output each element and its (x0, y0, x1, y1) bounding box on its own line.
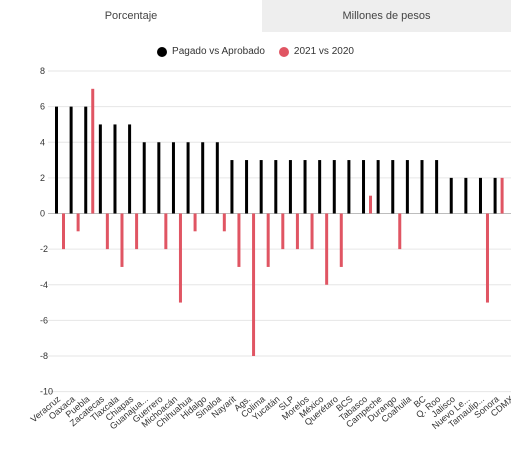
bar-2021-vs-2020[interactable] (310, 213, 314, 250)
bar-2021-vs-2020[interactable] (91, 88, 95, 214)
y-tick-label: 4 (40, 137, 45, 147)
bar-2021-vs-2020[interactable] (135, 213, 139, 250)
bar-pagado-vs-aprobado[interactable] (347, 160, 351, 214)
bar-pagado-vs-aprobado[interactable] (171, 142, 175, 214)
bar-2021-vs-2020[interactable] (252, 213, 256, 357)
y-tick-label: -4 (40, 280, 48, 290)
bar-2021-vs-2020[interactable] (339, 213, 343, 267)
bar-pagado-vs-aprobado[interactable] (113, 124, 117, 214)
legend-item-series-2[interactable]: 2021 vs 2020 (278, 46, 354, 57)
bar-2021-vs-2020[interactable] (369, 195, 373, 214)
tab-porcentaje[interactable]: Porcentaje (0, 0, 262, 32)
bar-2021-vs-2020[interactable] (222, 213, 226, 232)
bar-pagado-vs-aprobado[interactable] (303, 160, 307, 214)
bar-2021-vs-2020[interactable] (398, 213, 402, 250)
y-tick-label: -6 (40, 315, 48, 325)
bar-2021-vs-2020[interactable] (105, 213, 109, 250)
bar-pagado-vs-aprobado[interactable] (478, 177, 482, 214)
bar-2021-vs-2020[interactable] (237, 213, 241, 267)
bar-pagado-vs-aprobado[interactable] (493, 177, 497, 214)
bar-pagado-vs-aprobado[interactable] (259, 160, 263, 214)
legend-item-series-1[interactable]: Pagado vs Aprobado (157, 46, 265, 57)
y-tick-label: -10 (40, 387, 53, 397)
bar-2021-vs-2020[interactable] (76, 213, 80, 232)
y-tick-label: -8 (40, 351, 48, 361)
bar-2021-vs-2020[interactable] (266, 213, 270, 267)
bar-2021-vs-2020[interactable] (164, 213, 168, 250)
bar-2021-vs-2020[interactable] (485, 213, 489, 303)
bar-pagado-vs-aprobado[interactable] (420, 160, 424, 214)
bar-pagado-vs-aprobado[interactable] (405, 160, 409, 214)
bar-pagado-vs-aprobado[interactable] (318, 160, 322, 214)
bar-pagado-vs-aprobado[interactable] (157, 142, 161, 214)
y-tick-label: 6 (40, 102, 45, 112)
bar-pagado-vs-aprobado[interactable] (332, 160, 336, 214)
bar-pagado-vs-aprobado[interactable] (449, 177, 453, 214)
bar-2021-vs-2020[interactable] (178, 213, 182, 303)
bar-pagado-vs-aprobado[interactable] (98, 124, 102, 214)
bar-2021-vs-2020[interactable] (62, 213, 65, 250)
bar-pagado-vs-aprobado[interactable] (464, 177, 468, 214)
y-tick-label: 2 (40, 173, 45, 183)
bar-pagado-vs-aprobado[interactable] (391, 160, 395, 214)
bar-2021-vs-2020[interactable] (295, 213, 299, 250)
legend-label-series-2: 2021 vs 2020 (293, 46, 354, 57)
bar-pagado-vs-aprobado[interactable] (230, 160, 234, 214)
legend-dot-series-1 (157, 46, 168, 57)
bar-2021-vs-2020[interactable] (120, 213, 124, 267)
bar-2021-vs-2020[interactable] (193, 213, 197, 232)
bar-pagado-vs-aprobado[interactable] (186, 142, 190, 214)
legend-dot-series-2 (278, 46, 289, 57)
bar-2021-vs-2020[interactable] (500, 177, 504, 214)
bar-2021-vs-2020[interactable] (325, 213, 329, 285)
y-tick-label: 0 (40, 209, 45, 219)
bar-pagado-vs-aprobado[interactable] (288, 160, 292, 214)
bar-pagado-vs-aprobado[interactable] (55, 106, 58, 214)
tab-millones-de-pesos[interactable]: Millones de pesos (262, 0, 511, 32)
tab-bar: Porcentaje Millones de pesos (0, 0, 511, 32)
legend-label-series-1: Pagado vs Aprobado (172, 46, 265, 57)
bar-pagado-vs-aprobado[interactable] (128, 124, 132, 214)
bar-pagado-vs-aprobado[interactable] (274, 160, 278, 214)
bar-pagado-vs-aprobado[interactable] (215, 142, 219, 214)
y-tick-label: -2 (40, 244, 48, 254)
bar-pagado-vs-aprobado[interactable] (201, 142, 205, 214)
bar-pagado-vs-aprobado[interactable] (376, 160, 380, 214)
y-tick-label: 8 (40, 66, 45, 76)
bar-2021-vs-2020[interactable] (281, 213, 285, 250)
bar-pagado-vs-aprobado[interactable] (362, 160, 366, 214)
bar-pagado-vs-aprobado[interactable] (84, 106, 88, 214)
bar-pagado-vs-aprobado[interactable] (245, 160, 249, 214)
bar-pagado-vs-aprobado[interactable] (435, 160, 439, 214)
chart-legend: Pagado vs Aprobado 2021 vs 2020 (0, 46, 511, 57)
bar-pagado-vs-aprobado[interactable] (69, 106, 73, 214)
bar-pagado-vs-aprobado[interactable] (142, 142, 146, 214)
